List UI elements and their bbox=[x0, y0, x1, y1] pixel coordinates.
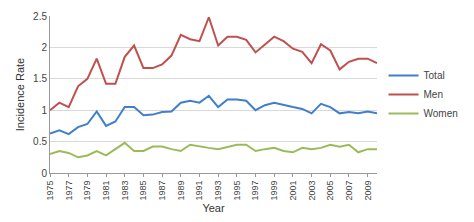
svg-text:1989: 1989 bbox=[176, 181, 186, 201]
svg-text:1983: 1983 bbox=[120, 181, 130, 201]
svg-text:1995: 1995 bbox=[232, 181, 242, 201]
svg-text:Men: Men bbox=[424, 89, 443, 100]
svg-text:1975: 1975 bbox=[45, 181, 55, 201]
svg-text:2.5: 2.5 bbox=[33, 11, 47, 22]
svg-text:1.5: 1.5 bbox=[33, 73, 47, 84]
svg-text:Year: Year bbox=[202, 202, 225, 214]
svg-text:0.5: 0.5 bbox=[33, 136, 47, 147]
svg-text:2005: 2005 bbox=[325, 181, 335, 201]
svg-text:1985: 1985 bbox=[138, 181, 148, 201]
svg-text:1979: 1979 bbox=[82, 181, 92, 201]
svg-text:1: 1 bbox=[41, 105, 47, 116]
svg-text:1999: 1999 bbox=[269, 181, 279, 201]
svg-text:0: 0 bbox=[41, 168, 47, 179]
svg-text:1981: 1981 bbox=[101, 181, 111, 201]
svg-text:2001: 2001 bbox=[288, 181, 298, 201]
svg-text:1997: 1997 bbox=[250, 181, 260, 201]
svg-text:2003: 2003 bbox=[307, 181, 317, 201]
svg-text:1977: 1977 bbox=[64, 181, 74, 201]
svg-text:2009: 2009 bbox=[363, 181, 373, 201]
svg-text:Incidence Rate: Incidence Rate bbox=[14, 58, 26, 131]
svg-text:2007: 2007 bbox=[344, 181, 354, 201]
svg-text:1991: 1991 bbox=[194, 181, 204, 201]
svg-text:Women: Women bbox=[424, 108, 458, 119]
svg-text:2: 2 bbox=[41, 42, 47, 53]
svg-text:1987: 1987 bbox=[157, 181, 167, 201]
svg-text:1993: 1993 bbox=[213, 181, 223, 201]
svg-text:Total: Total bbox=[424, 70, 445, 81]
